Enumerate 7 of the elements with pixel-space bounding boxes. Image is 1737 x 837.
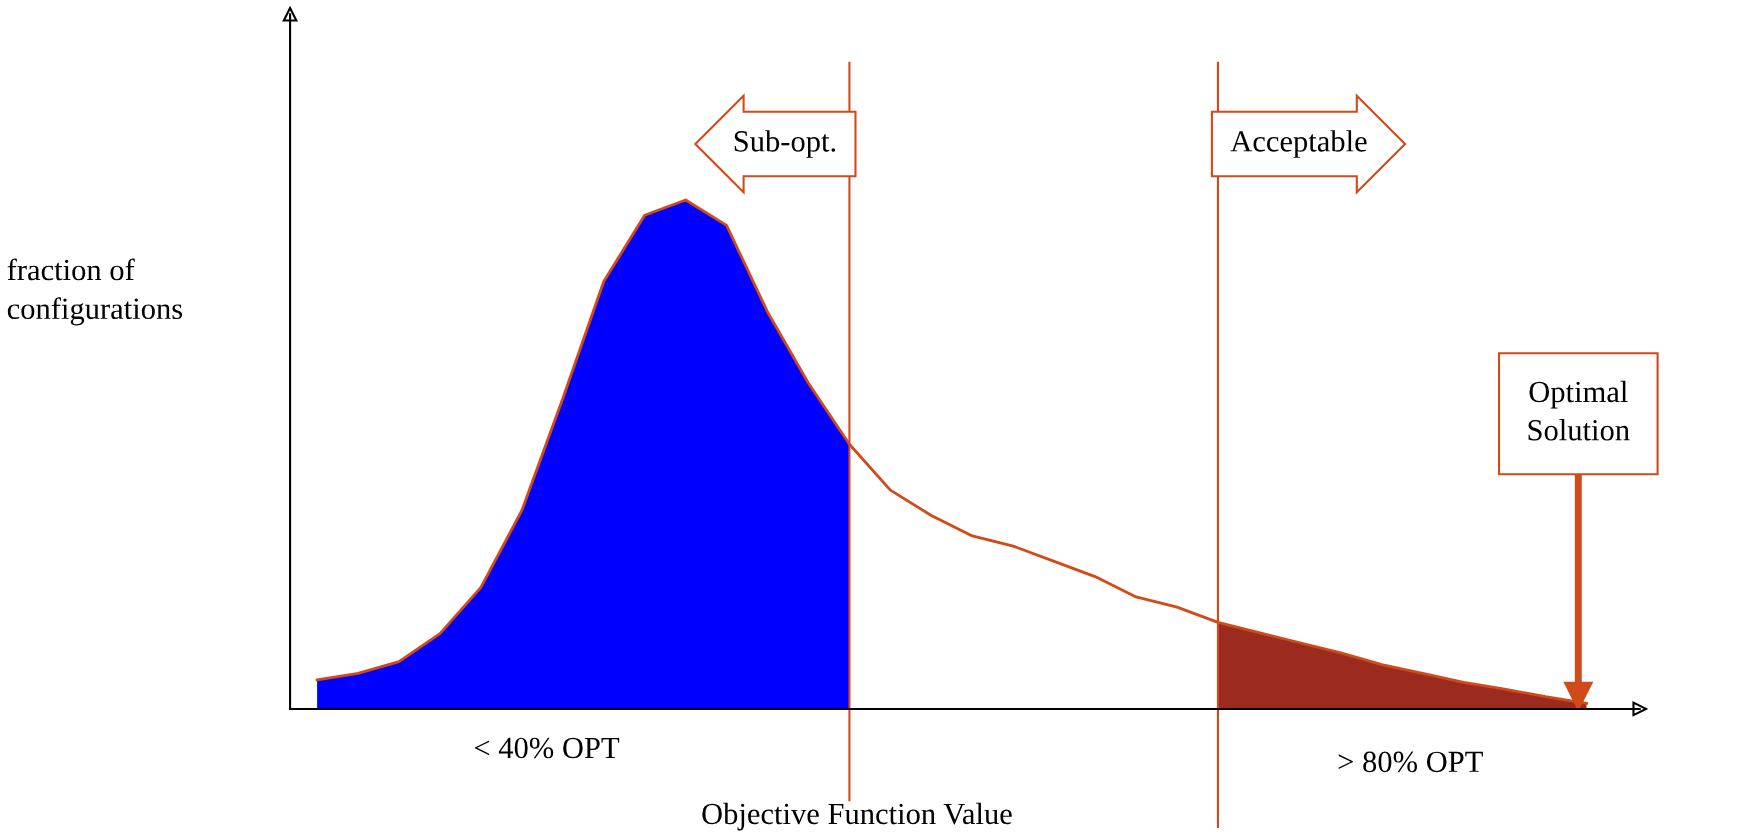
text: < 40% OPT <box>474 737 620 759</box>
y-axis-title: fraction of configurations <box>7 258 183 326</box>
text: > 80% OPT <box>1338 751 1483 773</box>
text: Sub-opt. <box>734 130 836 158</box>
text: Acceptable <box>1230 130 1367 158</box>
annotation: Optimal Solution <box>1528 380 1630 441</box>
x-axis-title: Objective Function Value <box>702 802 1012 831</box>
